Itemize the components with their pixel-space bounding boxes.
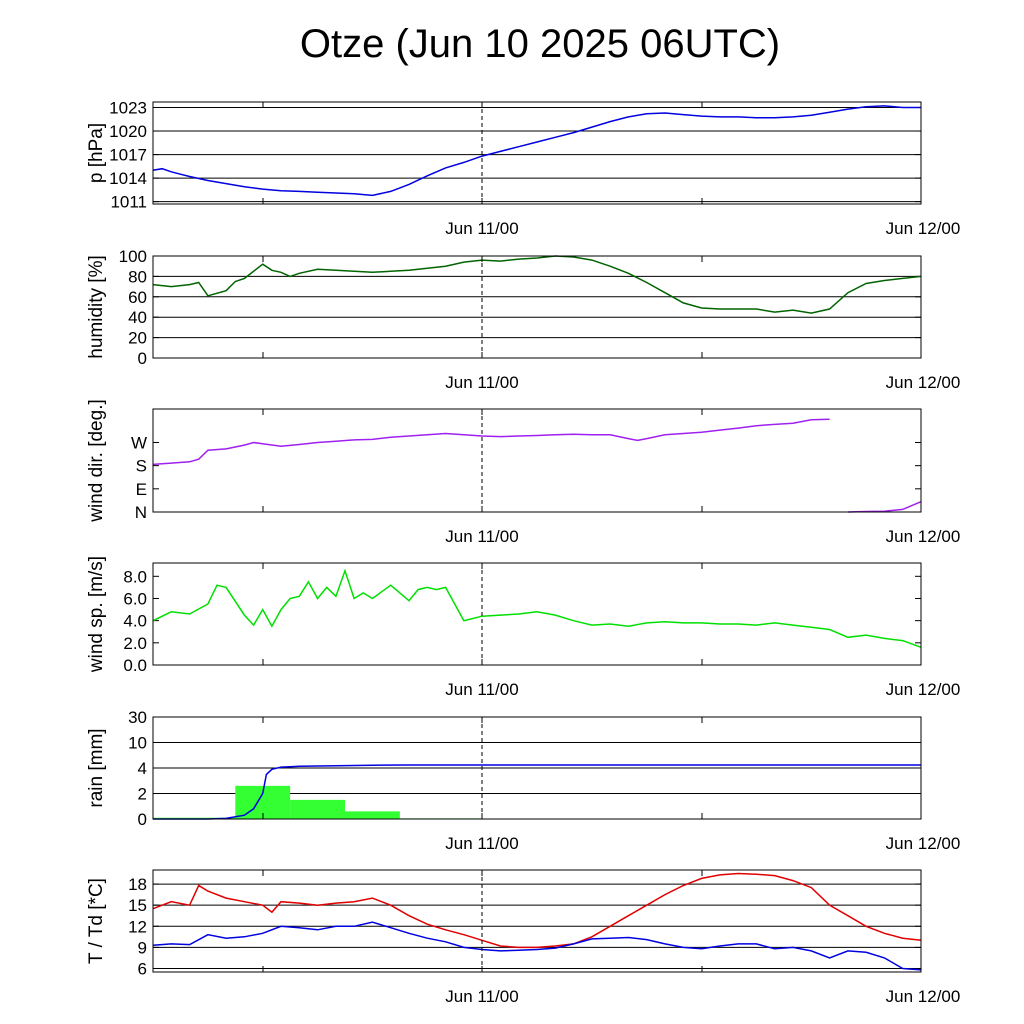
series-line-1 — [152, 255, 922, 314]
y-tick-label: 18 — [128, 875, 147, 894]
y-tick-label: S — [136, 457, 147, 476]
y-tick-label: 40 — [128, 308, 147, 327]
x-tick-label: Jun 11/00 — [445, 680, 518, 699]
y-tick-label: 2.0 — [123, 634, 147, 653]
y-tick-label: 80 — [128, 267, 147, 286]
plot-frame — [152, 101, 922, 205]
y-tick-label: 15 — [128, 896, 147, 915]
plot-frame — [152, 255, 922, 359]
y-tick-label: 12 — [128, 917, 147, 936]
y-tick-label: 0 — [138, 810, 147, 829]
series-line-2 — [847, 501, 922, 513]
x-tick-label: Jun 12/00 — [886, 219, 961, 238]
panel-5: 0 2 4 10 30 rain [mm] Jun 11/00 Jun 12/00 — [86, 708, 960, 853]
x-tick-label: Jun 11/00 — [445, 373, 518, 392]
y-tick-label: N — [135, 503, 147, 522]
x-tick-label: Jun 12/00 — [886, 373, 961, 392]
panel-6: 6 9 12 15 18 T / Td [*C] Jun 11/00 Jun 12/00 — [86, 869, 961, 1006]
y-tick-label: 8.0 — [123, 567, 147, 586]
y-tick-label: 4 — [138, 759, 147, 778]
series-line-1 — [152, 105, 921, 197]
rain-bar — [345, 811, 400, 819]
y-axis-label: p [hPa] — [86, 123, 107, 183]
x-tick-label: Jun 11/00 — [445, 987, 518, 1006]
y-tick-label: 2 — [138, 785, 147, 804]
y-axis-label: wind sp. [m/s] — [86, 556, 107, 673]
y-tick-label: 0 — [138, 349, 147, 368]
series-line-1 — [152, 418, 830, 466]
y-tick-label: W — [131, 433, 147, 452]
x-tick-label: Jun 11/00 — [445, 219, 518, 238]
y-tick-label: 1017 — [109, 146, 147, 165]
plot-frame — [152, 408, 922, 513]
y-tick-label: 4.0 — [123, 612, 147, 631]
y-tick-label: 1011 — [110, 193, 147, 212]
y-tick-label: 20 — [128, 329, 147, 348]
y-tick-label: 10 — [128, 734, 147, 753]
x-tick-label: Jun 12/00 — [886, 987, 961, 1006]
y-tick-label: 0.0 — [123, 656, 147, 675]
y-tick-label: 6 — [138, 959, 147, 978]
series-line-1 — [153, 764, 921, 820]
y-tick-label: 1014 — [109, 169, 147, 188]
y-axis-label: wind dir. [deg.] — [86, 399, 107, 523]
x-tick-label: Jun 12/00 — [886, 680, 961, 699]
x-tick-label: Jun 12/00 — [886, 527, 961, 546]
y-tick-label: 6.0 — [123, 589, 147, 608]
y-tick-label: 100 — [119, 247, 147, 266]
x-tick-label: Jun 11/00 — [445, 527, 518, 546]
x-tick-label: Jun 12/00 — [886, 834, 961, 853]
plot-frame — [152, 869, 922, 973]
panel-4: 0.0 2.0 4.0 6.0 8.0 wind sp. [m/s] Jun 11/00 Ju… — [86, 556, 960, 699]
y-axis-label: rain [mm] — [86, 728, 107, 807]
plot-frame — [152, 562, 922, 666]
y-tick-label: E — [136, 480, 147, 499]
series-line-2 — [152, 921, 922, 971]
chart-title: Otze (Jun 10 2025 06UTC) — [299, 22, 781, 66]
y-tick-label: 30 — [128, 708, 147, 727]
y-tick-label: 60 — [128, 288, 147, 307]
x-tick-label: Jun 11/00 — [445, 834, 518, 853]
series-line-1 — [152, 872, 922, 949]
y-tick-label: 1020 — [109, 122, 147, 141]
y-tick-label: 1023 — [109, 98, 147, 117]
series-line-1 — [152, 568, 922, 649]
y-axis-label: humidity [%] — [86, 255, 107, 358]
rain-bar — [290, 799, 345, 819]
y-axis-label: T / Td [*C] — [86, 878, 107, 964]
y-tick-label: 9 — [138, 938, 147, 957]
plot-frame — [152, 716, 922, 820]
